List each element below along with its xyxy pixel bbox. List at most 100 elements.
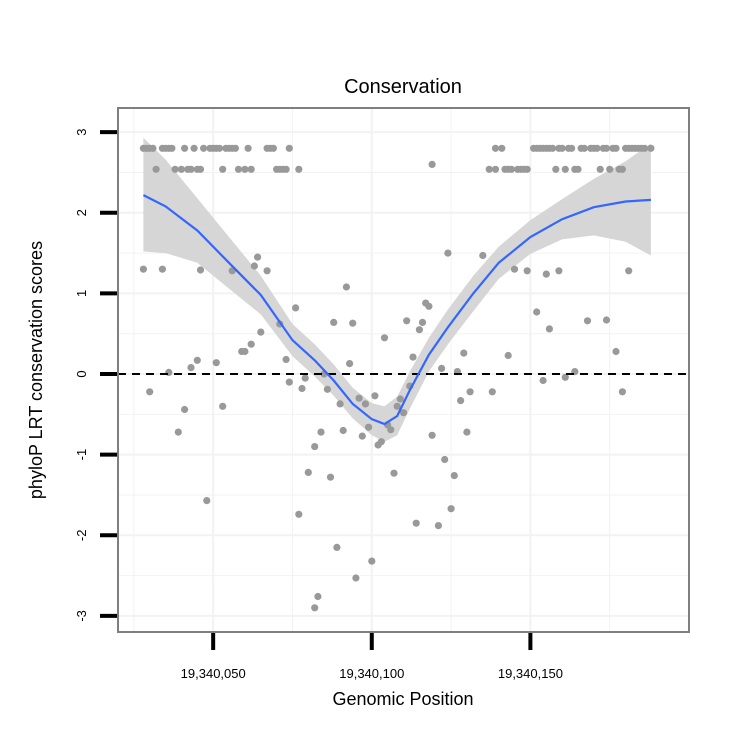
data-point [377, 438, 385, 446]
data-point [317, 428, 325, 436]
data-point [438, 364, 446, 372]
data-point [301, 374, 309, 382]
data-point [219, 402, 227, 410]
data-point [247, 165, 255, 173]
data-point [257, 328, 265, 336]
data-point [292, 304, 300, 312]
data-point [466, 388, 474, 396]
data-point [418, 318, 427, 326]
data-point [602, 316, 611, 324]
data-point [561, 165, 569, 173]
y-tick-label: 3 [74, 129, 89, 136]
data-point [507, 165, 515, 173]
data-point [568, 144, 576, 152]
data-point [333, 543, 341, 552]
data-point [311, 604, 319, 612]
data-point [298, 384, 306, 393]
data-point [403, 317, 411, 325]
data-point [606, 165, 614, 173]
data-point [254, 253, 262, 261]
data-point [234, 165, 243, 173]
data-point [549, 144, 557, 152]
data-point [361, 400, 369, 408]
data-point [181, 144, 189, 152]
data-point [428, 160, 436, 168]
confidence-band [143, 137, 651, 442]
data-point [561, 373, 569, 381]
chart-title: Conservation [344, 76, 462, 98]
x-axis: 19,340,050 19,340,100 19,340,150 [181, 633, 563, 681]
data-points [139, 144, 655, 612]
data-point [336, 400, 344, 408]
data-point [479, 251, 487, 260]
data-point [390, 469, 398, 477]
data-point [371, 392, 379, 400]
data-point [168, 144, 176, 152]
data-point [641, 144, 649, 152]
data-point [450, 472, 458, 480]
data-point [618, 388, 627, 396]
data-point [441, 455, 449, 464]
data-point [352, 574, 360, 582]
data-point [247, 340, 255, 348]
data-point [244, 144, 252, 152]
data-point [498, 144, 506, 152]
data-point [583, 317, 592, 325]
data-point [282, 355, 290, 364]
data-point [393, 402, 401, 410]
data-point [396, 395, 404, 403]
data-point [491, 165, 500, 173]
data-point [285, 378, 293, 386]
data-point [269, 144, 277, 152]
data-point [365, 423, 373, 431]
data-point [193, 356, 201, 364]
data-point [602, 144, 611, 152]
x-tick-label: 19,340,050 [181, 666, 246, 681]
data-point [647, 144, 655, 152]
data-point [326, 473, 335, 481]
data-point [523, 165, 531, 173]
data-point [612, 144, 620, 152]
data-point [545, 325, 554, 333]
data-point [539, 376, 547, 385]
data-point [285, 144, 293, 152]
data-point [409, 353, 417, 361]
data-point [380, 334, 389, 342]
data-point [552, 165, 560, 173]
data-point [523, 267, 531, 275]
data-point [555, 267, 563, 275]
data-point [139, 265, 147, 273]
data-point [158, 265, 166, 273]
data-point [434, 522, 442, 530]
data-point [171, 165, 179, 173]
data-point [349, 319, 357, 327]
data-point [457, 397, 465, 405]
data-point [231, 144, 239, 152]
data-point [152, 165, 160, 173]
data-point [574, 165, 582, 173]
data-point [295, 510, 303, 518]
data-point [250, 262, 258, 270]
data-point [444, 249, 452, 257]
y-tick-label: 1 [74, 290, 89, 297]
data-point [428, 431, 436, 439]
y-tick-label: 0 [74, 370, 89, 377]
data-point [219, 165, 227, 173]
data-point [504, 351, 512, 360]
data-point [415, 326, 423, 334]
data-point [612, 347, 620, 356]
data-point [346, 360, 354, 368]
data-point [200, 144, 208, 152]
data-point [215, 144, 224, 152]
data-point [187, 165, 195, 173]
y-tick-label: -3 [74, 610, 89, 622]
data-point [187, 364, 195, 372]
data-point [596, 165, 604, 173]
data-point [196, 165, 205, 173]
data-point [323, 385, 331, 393]
data-point [263, 267, 271, 275]
data-point [330, 318, 338, 326]
data-point [488, 388, 496, 396]
data-point [241, 347, 249, 356]
